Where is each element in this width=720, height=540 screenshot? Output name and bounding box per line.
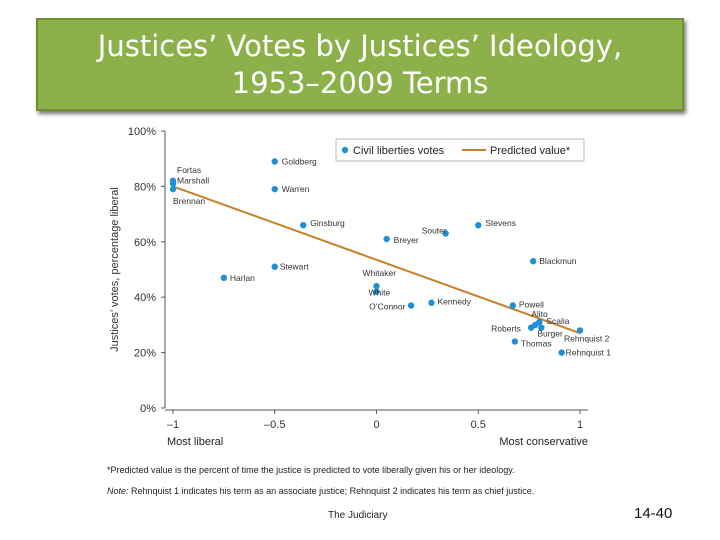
data-point (442, 230, 449, 237)
point-label: Thomas (521, 339, 552, 349)
data-point (169, 180, 177, 187)
x-tick-label: –0.5 (264, 419, 285, 431)
point-label: Stewart (280, 262, 309, 272)
data-point (271, 185, 278, 193)
x-end-label-left: Most liberal (167, 436, 223, 448)
data-point (511, 338, 519, 345)
point-label: Powell (519, 300, 544, 310)
predicted-value-line (172, 185, 581, 335)
point-label: Fortas (177, 165, 201, 175)
point-label: O’Connor (369, 302, 406, 312)
data-point (373, 288, 380, 295)
y-axis-label: Justices’ votes, percentage liberal (109, 187, 121, 352)
point-label: Brennan (173, 196, 205, 206)
point-label: White (369, 288, 391, 298)
point-label: Alito (531, 309, 548, 319)
note-text: Rehnquist 1 indicates his term as an ass… (128, 486, 535, 496)
data-point (527, 324, 535, 331)
point-label: Ginsburg (310, 218, 345, 228)
point-label: Whitaker (363, 268, 397, 278)
x-tick-label: –1 (167, 419, 179, 431)
slide-title: Justices’ Votes by Justices’ Ideology, 1… (97, 28, 623, 100)
data-point (383, 235, 390, 243)
point-label: Souter (422, 225, 447, 235)
y-tick-label: 80% (134, 181, 156, 193)
slide-title-box: Justices’ Votes by Justices’ Ideology, 1… (36, 18, 684, 111)
note-label: Note: (107, 486, 129, 496)
data-point (407, 302, 415, 309)
y-tick-label: 100% (128, 126, 156, 138)
y-tick-label: 40% (134, 292, 156, 304)
x-tick-label: 0.5 (471, 419, 486, 431)
data-point (558, 349, 565, 356)
data-point (220, 274, 228, 282)
point-label: Harlan (230, 273, 255, 283)
x-end-label-right: Most conservative (499, 436, 588, 448)
legend-point-marker (341, 146, 349, 154)
data-point (300, 221, 307, 229)
y-tick-label: 0% (140, 403, 156, 415)
data-point (475, 221, 482, 229)
data-point (428, 299, 435, 306)
point-label: Rehnquist 1 (566, 348, 612, 358)
point-label: Scalia (546, 316, 569, 326)
point-label: Warren (282, 184, 310, 194)
point-label: Roberts (491, 324, 521, 334)
data-point (271, 158, 278, 165)
legend-line-label: Predicted value* (490, 145, 571, 157)
data-point (271, 263, 278, 270)
point-label: Blackmun (539, 256, 577, 266)
data-point (529, 257, 537, 265)
point-label: Kennedy (437, 297, 471, 307)
legend-box (335, 138, 585, 162)
predicted-footnote: *Predicted value is the percent of time … (107, 465, 515, 475)
point-label: Rehnquist 2 (564, 333, 610, 343)
x-tick-label: 1 (577, 419, 583, 431)
point-label: Breyer (394, 235, 419, 245)
data-point (536, 318, 543, 326)
y-tick-label: 20% (134, 348, 156, 360)
page-number: 14-40 (634, 505, 673, 522)
data-point (169, 185, 177, 193)
data-point (373, 282, 380, 290)
point-label: Marshall (177, 176, 209, 186)
y-tick-label: 60% (134, 237, 156, 249)
legend-points-label: Civil liberties votes (353, 145, 445, 157)
point-label: Stevens (485, 218, 516, 228)
point-label: Burger (537, 329, 563, 339)
x-tick-label: 0 (373, 419, 379, 431)
data-point (509, 302, 517, 309)
rehnquist-footnote: Note: Rehnquist 1 indicates his term as … (107, 486, 534, 496)
data-point (538, 324, 545, 331)
point-label: Goldberg (282, 156, 317, 166)
data-point (576, 327, 584, 334)
footer-section-name: The Judiciary (328, 510, 388, 521)
